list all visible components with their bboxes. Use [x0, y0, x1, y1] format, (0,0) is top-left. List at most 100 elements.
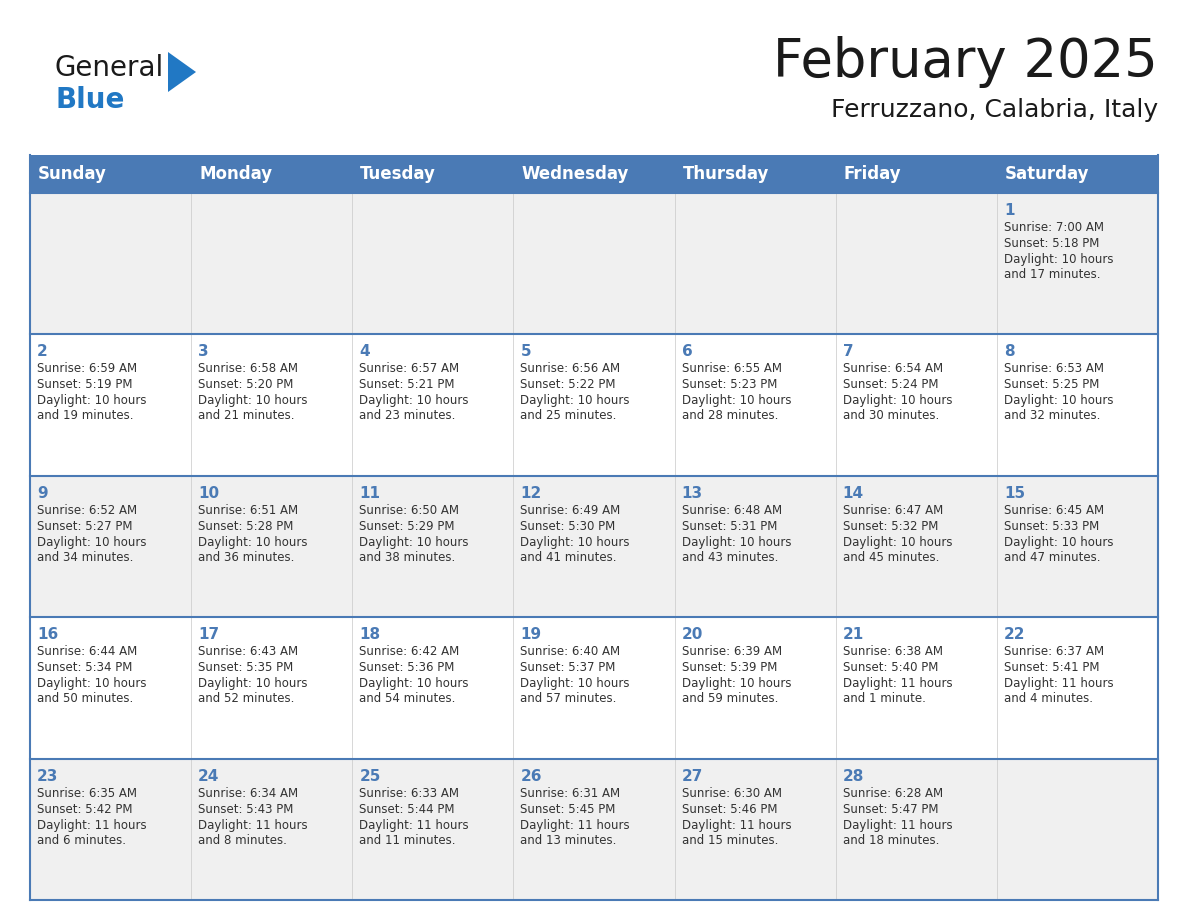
Text: 26: 26: [520, 768, 542, 784]
Text: and 19 minutes.: and 19 minutes.: [37, 409, 133, 422]
Bar: [675, 155, 835, 193]
Text: Sunrise: 6:45 AM: Sunrise: 6:45 AM: [1004, 504, 1104, 517]
Bar: [30, 193, 1158, 334]
Text: Daylight: 11 hours: Daylight: 11 hours: [198, 819, 308, 832]
Text: Daylight: 11 hours: Daylight: 11 hours: [359, 819, 469, 832]
Text: and 8 minutes.: and 8 minutes.: [198, 834, 287, 846]
Text: 11: 11: [359, 486, 380, 501]
Text: Daylight: 10 hours: Daylight: 10 hours: [359, 677, 469, 690]
Text: 19: 19: [520, 627, 542, 643]
Text: 25: 25: [359, 768, 380, 784]
Text: Sunset: 5:34 PM: Sunset: 5:34 PM: [37, 661, 132, 674]
Bar: [353, 155, 513, 193]
Text: Sunrise: 6:33 AM: Sunrise: 6:33 AM: [359, 787, 460, 800]
Text: Sunrise: 6:43 AM: Sunrise: 6:43 AM: [198, 645, 298, 658]
Text: and 15 minutes.: and 15 minutes.: [682, 834, 778, 846]
Text: Sunset: 5:47 PM: Sunset: 5:47 PM: [842, 802, 939, 815]
Text: Sunrise: 6:55 AM: Sunrise: 6:55 AM: [682, 363, 782, 375]
Text: 15: 15: [1004, 486, 1025, 501]
Text: Tuesday: Tuesday: [360, 165, 436, 183]
Text: Daylight: 10 hours: Daylight: 10 hours: [1004, 253, 1113, 266]
Bar: [513, 155, 675, 193]
Text: Wednesday: Wednesday: [522, 165, 628, 183]
Text: Daylight: 10 hours: Daylight: 10 hours: [1004, 395, 1113, 408]
Bar: [191, 155, 353, 193]
Text: Sunrise: 7:00 AM: Sunrise: 7:00 AM: [1004, 221, 1104, 234]
Text: Sunrise: 6:57 AM: Sunrise: 6:57 AM: [359, 363, 460, 375]
Text: Daylight: 11 hours: Daylight: 11 hours: [682, 819, 791, 832]
Text: Sunset: 5:37 PM: Sunset: 5:37 PM: [520, 661, 615, 674]
Text: Sunset: 5:39 PM: Sunset: 5:39 PM: [682, 661, 777, 674]
Text: 12: 12: [520, 486, 542, 501]
Text: 24: 24: [198, 768, 220, 784]
Text: and 23 minutes.: and 23 minutes.: [359, 409, 456, 422]
Text: Daylight: 10 hours: Daylight: 10 hours: [37, 395, 146, 408]
Text: February 2025: February 2025: [773, 36, 1158, 88]
Text: and 59 minutes.: and 59 minutes.: [682, 692, 778, 705]
Text: Sunrise: 6:47 AM: Sunrise: 6:47 AM: [842, 504, 943, 517]
Text: Sunrise: 6:42 AM: Sunrise: 6:42 AM: [359, 645, 460, 658]
Text: 17: 17: [198, 627, 220, 643]
Text: Sunset: 5:36 PM: Sunset: 5:36 PM: [359, 661, 455, 674]
Text: 3: 3: [198, 344, 209, 360]
Text: 13: 13: [682, 486, 702, 501]
Text: 28: 28: [842, 768, 864, 784]
Text: Sunrise: 6:58 AM: Sunrise: 6:58 AM: [198, 363, 298, 375]
Text: 10: 10: [198, 486, 220, 501]
Text: Daylight: 10 hours: Daylight: 10 hours: [37, 536, 146, 549]
Bar: [30, 155, 191, 193]
Text: Blue: Blue: [55, 86, 125, 114]
Text: Sunset: 5:18 PM: Sunset: 5:18 PM: [1004, 237, 1099, 250]
Text: Sunset: 5:30 PM: Sunset: 5:30 PM: [520, 520, 615, 532]
Text: Sunset: 5:33 PM: Sunset: 5:33 PM: [1004, 520, 1099, 532]
Text: Sunset: 5:21 PM: Sunset: 5:21 PM: [359, 378, 455, 391]
Text: Sunset: 5:29 PM: Sunset: 5:29 PM: [359, 520, 455, 532]
Text: Sunset: 5:44 PM: Sunset: 5:44 PM: [359, 802, 455, 815]
Text: Sunrise: 6:38 AM: Sunrise: 6:38 AM: [842, 645, 943, 658]
Text: Sunrise: 6:28 AM: Sunrise: 6:28 AM: [842, 787, 943, 800]
Text: Daylight: 10 hours: Daylight: 10 hours: [520, 536, 630, 549]
Text: and 57 minutes.: and 57 minutes.: [520, 692, 617, 705]
Text: Sunset: 5:45 PM: Sunset: 5:45 PM: [520, 802, 615, 815]
Text: Daylight: 10 hours: Daylight: 10 hours: [359, 536, 469, 549]
Text: Daylight: 10 hours: Daylight: 10 hours: [842, 395, 953, 408]
Text: Sunset: 5:35 PM: Sunset: 5:35 PM: [198, 661, 293, 674]
Text: Daylight: 10 hours: Daylight: 10 hours: [198, 536, 308, 549]
Text: and 52 minutes.: and 52 minutes.: [198, 692, 295, 705]
Text: Daylight: 11 hours: Daylight: 11 hours: [520, 819, 630, 832]
Text: Sunset: 5:22 PM: Sunset: 5:22 PM: [520, 378, 615, 391]
Bar: [30, 334, 1158, 476]
Text: Sunrise: 6:51 AM: Sunrise: 6:51 AM: [198, 504, 298, 517]
Text: Sunset: 5:19 PM: Sunset: 5:19 PM: [37, 378, 133, 391]
Text: and 11 minutes.: and 11 minutes.: [359, 834, 456, 846]
Text: Thursday: Thursday: [683, 165, 769, 183]
Text: and 36 minutes.: and 36 minutes.: [198, 551, 295, 564]
Text: 21: 21: [842, 627, 864, 643]
Text: 22: 22: [1004, 627, 1025, 643]
Text: 7: 7: [842, 344, 853, 360]
Text: and 47 minutes.: and 47 minutes.: [1004, 551, 1100, 564]
Bar: [997, 155, 1158, 193]
Text: Daylight: 10 hours: Daylight: 10 hours: [37, 677, 146, 690]
Text: and 38 minutes.: and 38 minutes.: [359, 551, 455, 564]
Text: Daylight: 10 hours: Daylight: 10 hours: [198, 395, 308, 408]
Text: and 45 minutes.: and 45 minutes.: [842, 551, 939, 564]
Text: Sunrise: 6:35 AM: Sunrise: 6:35 AM: [37, 787, 137, 800]
Text: 20: 20: [682, 627, 703, 643]
Text: 27: 27: [682, 768, 703, 784]
Text: Sunset: 5:31 PM: Sunset: 5:31 PM: [682, 520, 777, 532]
Polygon shape: [168, 52, 196, 92]
Text: and 17 minutes.: and 17 minutes.: [1004, 268, 1100, 281]
Text: Daylight: 10 hours: Daylight: 10 hours: [682, 677, 791, 690]
Text: Sunset: 5:20 PM: Sunset: 5:20 PM: [198, 378, 293, 391]
Text: Daylight: 10 hours: Daylight: 10 hours: [1004, 536, 1113, 549]
Text: Sunset: 5:41 PM: Sunset: 5:41 PM: [1004, 661, 1099, 674]
Text: Sunset: 5:43 PM: Sunset: 5:43 PM: [198, 802, 293, 815]
Text: Sunrise: 6:49 AM: Sunrise: 6:49 AM: [520, 504, 620, 517]
Text: and 25 minutes.: and 25 minutes.: [520, 409, 617, 422]
Text: Sunrise: 6:52 AM: Sunrise: 6:52 AM: [37, 504, 137, 517]
Text: Sunrise: 6:40 AM: Sunrise: 6:40 AM: [520, 645, 620, 658]
Text: Ferruzzano, Calabria, Italy: Ferruzzano, Calabria, Italy: [830, 98, 1158, 122]
Text: Sunrise: 6:30 AM: Sunrise: 6:30 AM: [682, 787, 782, 800]
Bar: [835, 155, 997, 193]
